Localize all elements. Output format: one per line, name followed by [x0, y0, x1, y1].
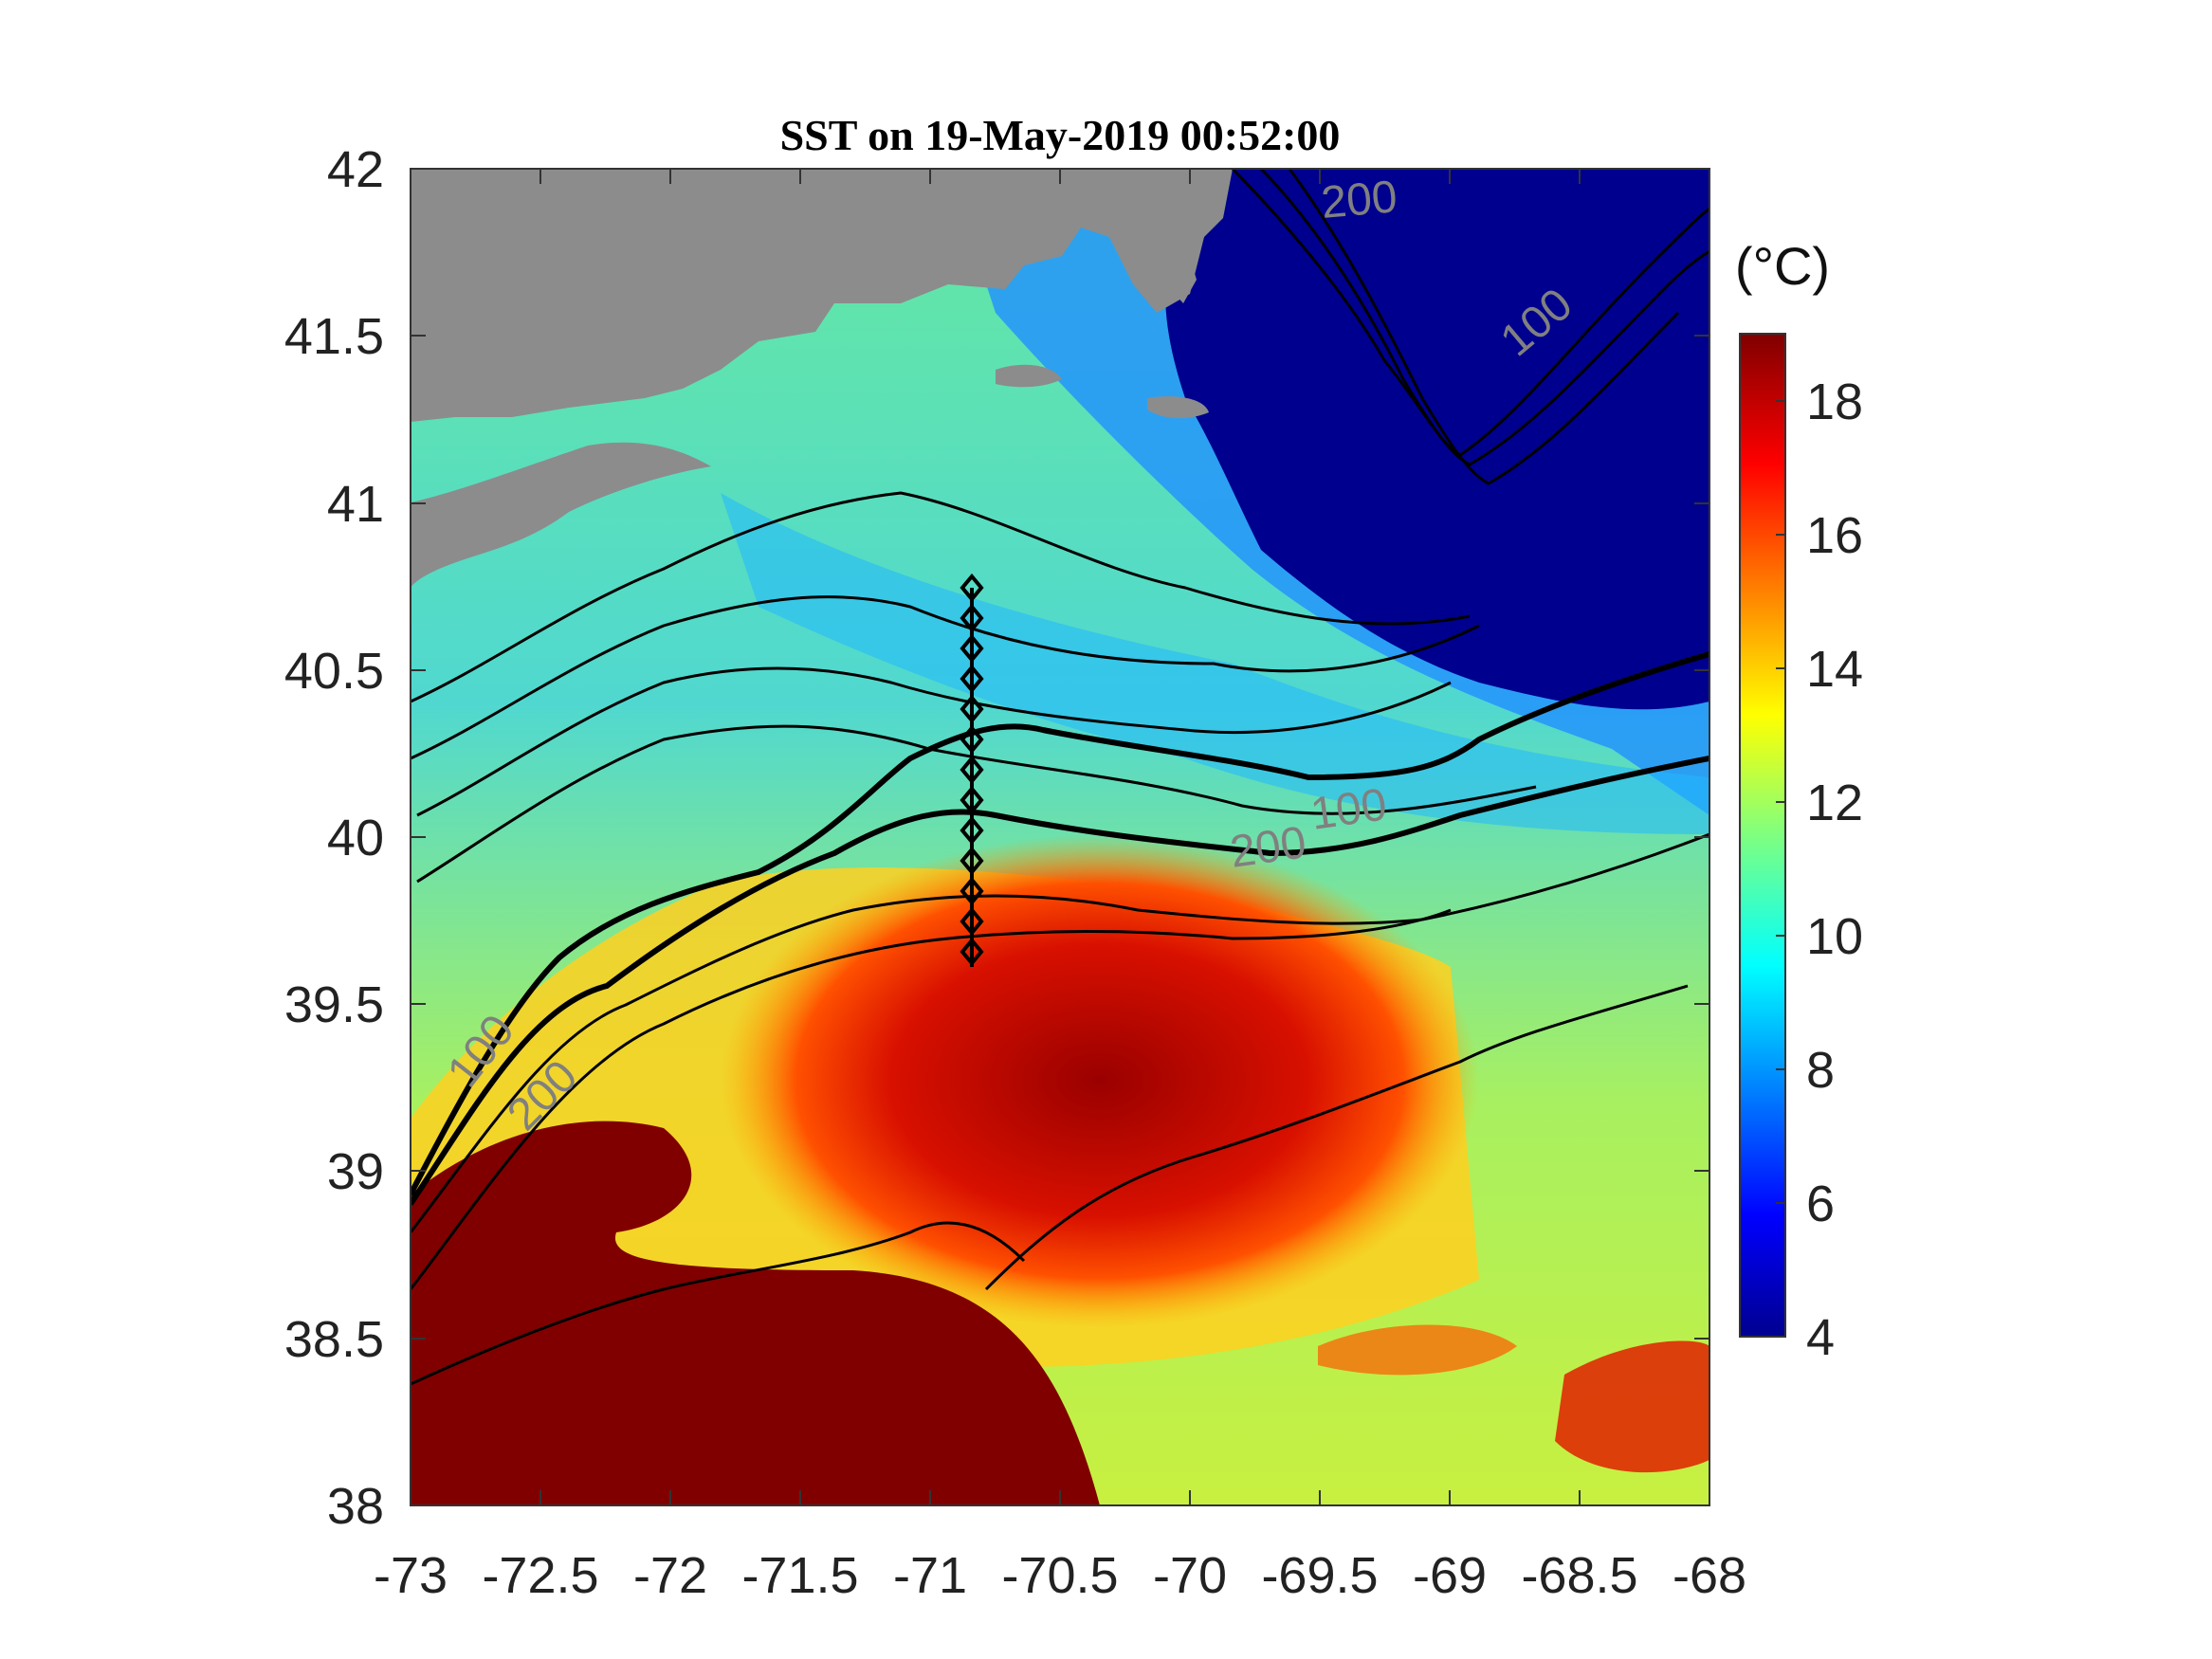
y-tick-label: 39.5	[284, 976, 384, 1033]
bathymetry-contours	[411, 169, 1709, 1386]
transect-marker	[960, 815, 984, 846]
colorbar-tick-label: 10	[1806, 908, 1863, 965]
x-tick-label: -69.5	[1261, 1547, 1378, 1604]
contour-200	[411, 651, 1709, 1196]
land-mainland	[411, 169, 1233, 422]
south-warm-filament	[1318, 1324, 1517, 1376]
y-tick-label: 38	[327, 1478, 384, 1535]
transect-marker	[960, 937, 984, 967]
contour-line	[411, 595, 1480, 760]
y-tick-label: 40	[327, 810, 384, 866]
contour-line	[984, 984, 1689, 1291]
x-tick-label: -71.5	[741, 1547, 858, 1604]
contour-line	[416, 666, 1452, 817]
land-nantucket	[1147, 396, 1209, 419]
transect-marker	[960, 694, 984, 724]
transect-marker	[960, 603, 984, 633]
contour-label-200-north: 200	[1319, 172, 1398, 228]
colorbar-tick-label: 12	[1806, 775, 1863, 831]
colorbar-tick-label: 4	[1806, 1309, 1835, 1366]
contour-line	[411, 491, 1471, 703]
chart-title: SST on 19-May-2019 00:52:00	[780, 111, 1341, 159]
land	[411, 169, 1233, 588]
x-tick-label: -70	[1153, 1547, 1227, 1604]
colorbar-unit-label: (°C)	[1735, 236, 1830, 296]
colorbar-tick-label: 8	[1806, 1042, 1835, 1099]
y-tick-label: 42	[327, 141, 384, 198]
land-long-island	[411, 442, 711, 588]
x-tick-label: -70.5	[1001, 1547, 1118, 1604]
x-tick-label: -72.5	[482, 1547, 598, 1604]
sst-field	[411, 169, 1709, 1505]
gulf-stream-warm-pool	[411, 1121, 1100, 1505]
colorbar-tick-label: 14	[1806, 641, 1863, 698]
transect-marker	[960, 664, 984, 694]
y-tick-label: 41.5	[284, 308, 384, 365]
x-axis	[410, 169, 1710, 1505]
contour-line	[411, 832, 1709, 1233]
transect-marker	[960, 906, 984, 937]
contour-label-100-shelf: 100	[1307, 779, 1390, 840]
warm-core-eddy	[721, 834, 1479, 1327]
colorbar-tick-label: 18	[1806, 374, 1863, 430]
y-axis	[411, 168, 1709, 1506]
colorbar: (°C) 4 6 8 10 12 14 16 18	[1735, 236, 1863, 1366]
contour-label-200-shelf: 200	[1227, 817, 1309, 878]
x-tick-label: -68.5	[1521, 1547, 1637, 1604]
transect-marker	[960, 573, 984, 603]
very-cold-water	[1090, 169, 1709, 710]
y-tick-label: 41	[327, 476, 384, 533]
land-martha-vineyard	[996, 364, 1062, 388]
x-tick-label: -71	[893, 1547, 967, 1604]
contour-line	[411, 908, 1452, 1290]
y-tick-labels: 38 38.5 39 39.5 40 40.5 41 41.5 42	[284, 141, 384, 1535]
contour-line	[411, 1221, 1026, 1386]
transect-marker	[960, 633, 984, 664]
x-tick-labels: -73 -72.5 -72 -71.5 -71 -70.5 -70 -69.5 …	[374, 1547, 1746, 1604]
x-tick-label: -68	[1673, 1547, 1746, 1604]
y-tick-label: 40.5	[284, 643, 384, 700]
colorbar-gradient	[1739, 333, 1786, 1338]
transect-marker	[960, 785, 984, 815]
transect-markers	[960, 573, 984, 967]
colorbar-tick-label: 6	[1806, 1176, 1835, 1232]
contour-line	[1288, 169, 1680, 485]
land-cape-cod	[1159, 169, 1209, 303]
transect-marker	[960, 846, 984, 876]
colorbar-tick-label: 16	[1806, 507, 1863, 564]
transect-marker	[960, 876, 984, 906]
southeast-warm-patch	[1555, 1340, 1709, 1473]
y-tick-label: 38.5	[284, 1311, 384, 1368]
transect-marker	[960, 724, 984, 755]
x-tick-label: -72	[633, 1547, 707, 1604]
x-tick-label: -73	[374, 1547, 448, 1604]
contour-100	[411, 756, 1709, 1206]
x-tick-label: -69	[1413, 1547, 1487, 1604]
transect-marker	[960, 755, 984, 785]
y-tick-label: 39	[327, 1143, 384, 1200]
